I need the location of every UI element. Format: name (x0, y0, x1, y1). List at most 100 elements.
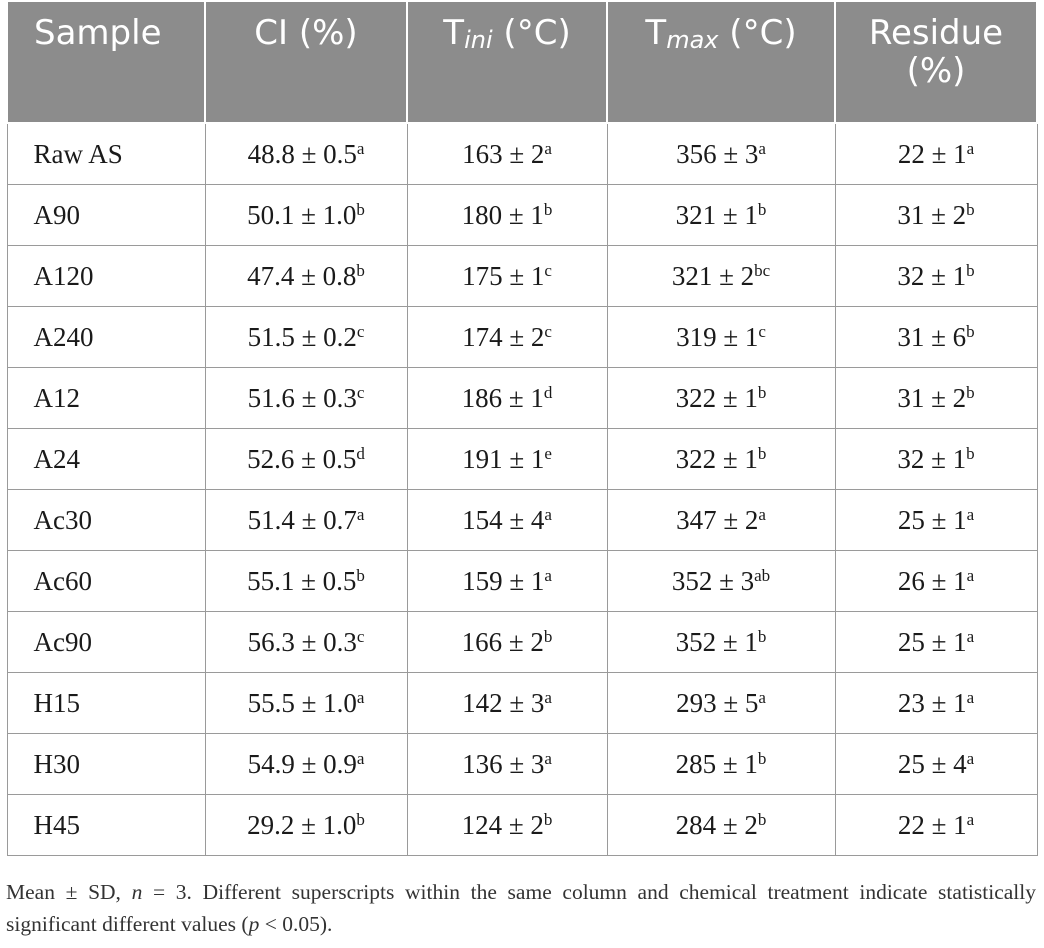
cell-residue-superscript: b (966, 382, 975, 402)
cell-ci-superscript: a (356, 748, 365, 768)
cell-residue-value: 32 ± 1 (897, 443, 967, 474)
cell-tmax-value: 285 ± 1 (675, 748, 758, 779)
header-tini-main: T (443, 13, 465, 53)
footnote-part3: < 0.05). (259, 912, 333, 936)
cell-residue-superscript: a (966, 687, 975, 707)
cell-residue-superscript: a (966, 748, 975, 768)
cell-sample: A12 (6, 367, 206, 429)
header-tmax-main: T (645, 13, 667, 53)
table-row: H30 54.9 ± 0.9a 136 ± 3a 285 ± 1b 25 ± 4a (6, 733, 1038, 795)
cell-tini-superscript: a (544, 504, 552, 524)
cell-tini-value: 124 ± 2 (461, 809, 544, 840)
cell-sample-value: A240 (33, 321, 94, 352)
cell-tmax-superscript: c (758, 321, 766, 341)
cell-tmax: 322 ± 1b (606, 428, 836, 490)
cell-ci-superscript: a (356, 504, 365, 524)
footnote-n-variable: n (131, 880, 143, 904)
cell-tmax: 356 ± 3a (606, 122, 836, 185)
cell-residue-superscript: b (966, 443, 975, 463)
cell-tmax: 347 ± 2a (606, 489, 836, 551)
cell-residue-superscript: b (966, 321, 975, 341)
cell-ci: 55.5 ± 1.0a (204, 672, 408, 734)
cell-tini-value: 142 ± 3 (462, 687, 545, 718)
cell-residue-superscript: a (966, 809, 975, 829)
cell-ci-superscript: d (356, 443, 365, 463)
cell-ci-superscript: c (356, 626, 365, 646)
cell-tmax: 319 ± 1c (606, 306, 836, 368)
header-tmax-suffix: (°C) (718, 13, 797, 53)
footnote-part2: = 3. Different superscripts within the s… (6, 880, 1036, 936)
cell-tini-superscript: d (543, 382, 553, 402)
cell-sample: A240 (6, 306, 206, 368)
table-row: H15 55.5 ± 1.0a 142 ± 3a 293 ± 5a 23 ± 1a (6, 672, 1038, 734)
table-row: Ac90 56.3 ± 0.3c 166 ± 2b 352 ± 1b 25 ± 1a (6, 611, 1038, 673)
cell-sample: A120 (6, 245, 206, 307)
table-footnote: Mean ± SD, n = 3. Different superscripts… (6, 876, 1036, 940)
cell-tmax-superscript: b (757, 748, 767, 768)
footnote-part1: Mean ± SD, (6, 880, 132, 904)
cell-ci: 52.6 ± 0.5d (204, 428, 408, 490)
cell-tini-superscript: c (544, 321, 552, 341)
cell-sample-value: Ac60 (33, 565, 92, 596)
cell-tmax-superscript: ab (754, 565, 771, 585)
header-tini-suffix: (°C) (492, 13, 571, 53)
cell-residue: 22 ± 1a (834, 794, 1038, 856)
cell-residue-value: 32 ± 1 (897, 260, 967, 291)
table-header: Sample CI (%) Tini (°C) Tmax (°C) Residu… (6, 0, 1038, 124)
cell-residue: 32 ± 1b (834, 428, 1038, 490)
cell-tmax: 352 ± 3ab (606, 550, 836, 612)
cell-ci-superscript: b (356, 565, 365, 585)
cell-sample: H15 (6, 672, 206, 734)
cell-residue: 31 ± 2b (834, 367, 1038, 429)
cell-sample: H45 (6, 794, 206, 856)
table-row: Raw AS 48.8 ± 0.5a 163 ± 2a 356 ± 3a 22 ± 1a (6, 122, 1038, 185)
cell-sample: Raw AS (6, 122, 206, 185)
cell-ci-value: 51.4 ± 0.7 (247, 504, 357, 535)
cell-tmax-superscript: a (758, 504, 766, 524)
cell-ci-superscript: b (356, 260, 365, 280)
cell-sample: H30 (6, 733, 206, 795)
cell-tini-value: 175 ± 1 (462, 260, 545, 291)
cell-sample-value: A120 (33, 260, 94, 291)
header-tmax-sub: max (666, 26, 719, 54)
cell-ci-value: 29.2 ± 1.0 (247, 809, 357, 840)
cell-ci: 50.1 ± 1.0b (204, 184, 408, 246)
cell-ci: 54.9 ± 0.9a (204, 733, 408, 795)
header-ci-label: CI (%) (254, 13, 358, 53)
cell-tmax-value: 321 ± 1 (675, 199, 758, 230)
cell-tini-superscript: a (544, 687, 552, 707)
cell-tmax-value: 319 ± 1 (676, 321, 759, 352)
table-row: A240 51.5 ± 0.2c 174 ± 2c 319 ± 1c 31 ± 6b (6, 306, 1038, 368)
cell-tmax-value: 322 ± 1 (675, 382, 758, 413)
cell-residue-superscript: a (966, 504, 975, 524)
cell-residue: 31 ± 2b (834, 184, 1038, 246)
cell-tmax-superscript: bc (754, 260, 771, 280)
cell-sample-value: A12 (33, 382, 81, 413)
table-row: A90 50.1 ± 1.0b 180 ± 1b 321 ± 1b 31 ± 2b (6, 184, 1038, 246)
header-residue-label: Residue (%) (868, 13, 1004, 91)
header-tini-sub: ini (464, 26, 493, 54)
table-row: Ac30 51.4 ± 0.7a 154 ± 4a 347 ± 2a 25 ± 1a (6, 489, 1038, 551)
cell-tmax-superscript: b (757, 626, 767, 646)
cell-residue: 31 ± 6b (834, 306, 1038, 368)
cell-tmax-superscript: b (757, 809, 767, 829)
cell-sample-value: A90 (33, 199, 81, 230)
table-row: Ac60 55.1 ± 0.5b 159 ± 1a 352 ± 3ab 26 ± 1a (6, 550, 1038, 612)
cell-sample-value: H30 (33, 748, 81, 779)
cell-tini: 159 ± 1a (406, 550, 608, 612)
cell-ci: 56.3 ± 0.3c (204, 611, 408, 673)
cell-tini: 174 ± 2c (406, 306, 608, 368)
cell-tini: 186 ± 1d (406, 367, 608, 429)
cell-ci-value: 47.4 ± 0.8 (247, 260, 357, 291)
cell-tmax-superscript: a (758, 687, 766, 707)
cell-residue-superscript: b (966, 199, 975, 219)
cell-tini: 136 ± 3a (406, 733, 608, 795)
cell-ci-value: 48.8 ± 0.5 (247, 138, 357, 169)
cell-ci: 51.5 ± 0.2c (204, 306, 408, 368)
cell-tmax-superscript: b (757, 199, 767, 219)
cell-tmax-superscript: a (758, 138, 766, 158)
cell-tmax: 321 ± 2bc (606, 245, 836, 307)
cell-tini-superscript: a (544, 748, 552, 768)
cell-tmax: 321 ± 1b (606, 184, 836, 246)
cell-residue-value: 26 ± 1 (897, 565, 967, 596)
